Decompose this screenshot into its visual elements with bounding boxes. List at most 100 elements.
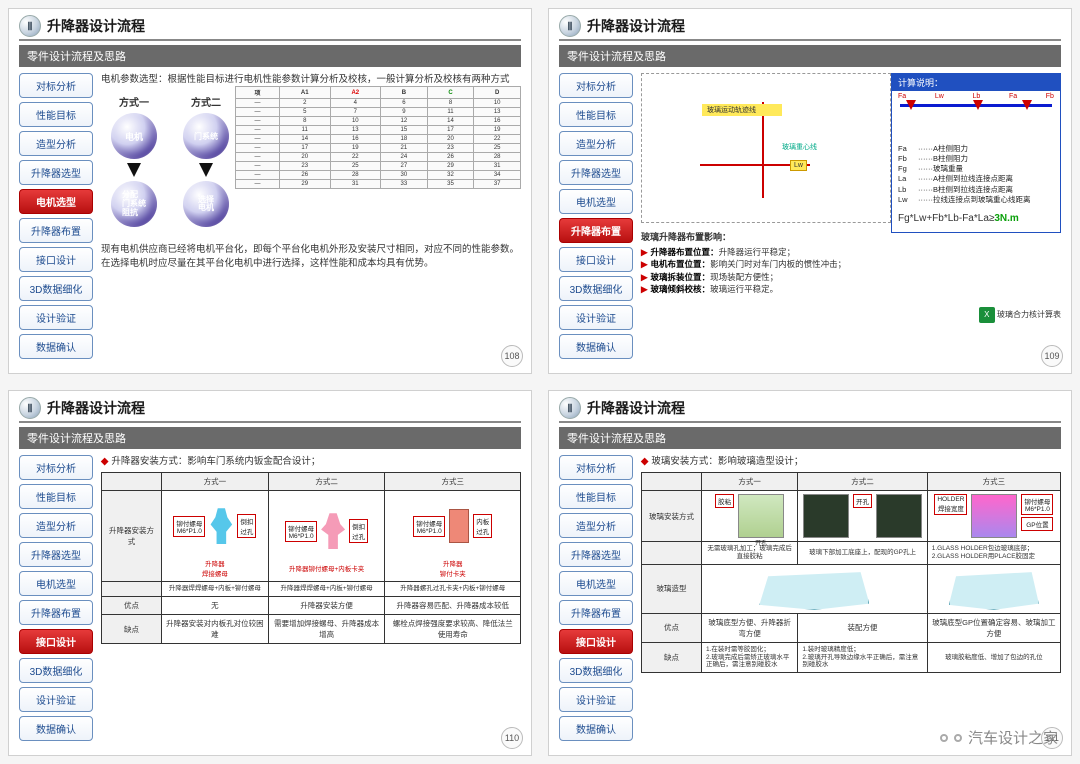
row4h: 缺点 [102,615,162,644]
layout-title: 玻璃升降器布置影响： [641,231,1061,244]
sub-c: 升降器 铆付卡夹 [389,558,516,578]
arrow-down-icon [127,163,141,177]
lead-110: 升降器安装方式：影响车门系统内钣金配合设计； [111,456,320,467]
r2b: 升降器焊焊螺母+内板+铆付螺母 [268,582,385,597]
glass-shape [949,568,1039,610]
sidebar-item[interactable]: 升降器选型 [559,542,633,567]
tag: 铆付螺母 M6*P1.0 [173,516,205,537]
ring-a1: 电机 [111,113,157,159]
excel-icon: X [979,307,995,323]
subtitle: 零件设计流程及思路 [19,45,521,67]
xls-attachment[interactable]: X 玻璃合力核计算表 [973,307,1061,323]
r1c: 1.GLASS HOLDER包边玻璃底部； 2.GLASS HOLDER用PLA… [927,542,1060,565]
sidebar-item[interactable]: 升降器布置 [19,218,93,243]
watermark-text: 汽车设计之家 [968,727,1058,748]
note-108: 现有电机供应商已经将电机平台化，即每个平台化电机外形及安装尺寸相同，对应不同的性… [101,243,521,271]
sidebar-item[interactable]: 数据确认 [559,334,633,359]
r4b: 1.装时玻璃精度低； 2.玻璃开孔导致边缘水平正确后，需注意别碰胶水 [798,642,927,672]
sidebar-item[interactable]: 性能目标 [19,102,93,127]
row1h: 玻璃安装方式 [642,491,702,542]
slide-title: 升降器设计流程 [47,398,145,418]
sidebar-item[interactable]: 接口设计 [559,629,633,654]
tag: 内板 过孔 [473,514,492,538]
slide-108: Ⅱ 升降器设计流程 零件设计流程及思路 对标分析性能目标造型分析升降器选型电机选… [8,8,532,374]
sidebar-item[interactable]: 接口设计 [559,247,633,272]
tag: 开孔 [853,494,872,508]
col2: 方式二 [798,473,927,491]
sidebar-item[interactable]: 数据确认 [19,716,93,741]
sidebar-item[interactable]: 造型分析 [19,131,93,156]
sidebar-item[interactable]: 升降器选型 [559,160,633,185]
mount-illus [876,494,922,538]
tag: 铆付螺母 M6*P1.0 [413,516,445,537]
calc-box: 计算说明： FaLwLbFaFb Fa······A柱侧阻力Fb······B柱… [891,73,1061,233]
page-number: 108 [501,345,523,367]
sidebar-item[interactable]: 接口设计 [19,247,93,272]
sidebar-item[interactable]: 电机选型 [19,189,93,214]
car-diagram: 玻璃运动轨迹线 玻璃重心线 Lw [641,73,891,223]
sidebar-item[interactable]: 设计验证 [19,687,93,712]
sidebar-item[interactable]: 设计验证 [19,305,93,330]
sidebar-item[interactable]: 性能目标 [559,484,633,509]
sidebar-item[interactable]: 设计验证 [559,305,633,330]
r3c: 玻璃底型GP位置确定容易、玻璃加工方便 [927,613,1060,642]
sidebar-item[interactable]: 电机选型 [19,571,93,596]
sidebar-item[interactable]: 3D数据细化 [559,658,633,683]
mount-illus: 开孔 [738,494,784,538]
r4c: 玻璃胶粘度低、增加了包边的孔位 [927,642,1060,672]
sidebar-item[interactable]: 造型分析 [19,513,93,538]
page-number: 110 [501,727,523,749]
section-roman: Ⅱ [559,397,581,419]
diagram-tag-2: 玻璃重心线 [782,142,817,152]
row4h: 缺点 [642,642,702,672]
sidebar-item[interactable]: 造型分析 [559,131,633,156]
layout-notes: 玻璃升降器布置影响： ▶升降器布置位置：升降器运行平稳定；▶电机布置位置：影响关… [641,231,1061,295]
sidebar-item[interactable]: 数据确认 [19,334,93,359]
tag: 倒扣 过孔 [237,514,256,538]
sidebar-item[interactable]: 升降器布置 [559,600,633,625]
r3b: 装配方便 [798,613,927,642]
slide-109: Ⅱ 升降器设计流程 零件设计流程及思路 对标分析性能目标造型分析升降器选型电机选… [548,8,1072,374]
sidebar-item[interactable]: 升降器布置 [19,600,93,625]
wechat-icon [954,734,962,742]
col2: 方式二 [268,473,385,491]
sub-a: 升降器 焊接螺母 [166,558,264,578]
sidebar-item[interactable]: 对标分析 [559,455,633,480]
sidebar-item[interactable]: 升降器选型 [19,542,93,567]
sidebar-item[interactable]: 对标分析 [559,73,633,98]
xls-label: 玻璃合力核计算表 [997,310,1061,319]
slide-header: Ⅱ 升降器设计流程 [559,15,1061,41]
sidebar-item[interactable]: 电机选型 [559,189,633,214]
formula: Fg*Lw+Fb*Lb-Fa*La≥3N.m [898,213,1054,224]
arrow-down-icon [199,163,213,177]
tag: 胶粘 [715,494,734,508]
sidebar-108: 对标分析性能目标造型分析升降器选型电机选型升降器布置接口设计 3D数据细化设计验证… [19,73,93,357]
sidebar-item[interactable]: 接口设计 [19,629,93,654]
row3h: 优点 [642,613,702,642]
diagram-tag-1: 玻璃运动轨迹线 [704,104,759,116]
r4c: 螺栓点焊接强度要求较高、降低法兰使用寿命 [385,615,521,644]
ring-b1: 门系统 [183,113,229,159]
sidebar-item[interactable]: 设计验证 [559,687,633,712]
sidebar-item[interactable]: 3D数据细化 [559,276,633,301]
torque-labels: FaLwLbFaFb [898,93,1054,100]
sidebar-item[interactable]: 性能目标 [19,484,93,509]
sidebar-item[interactable]: 性能目标 [559,102,633,127]
sidebar-item[interactable]: 对标分析 [19,455,93,480]
r1b: 玻璃下部加工底座上，配现的GP孔上 [798,542,927,565]
wechat-icon [940,734,948,742]
slide-header: Ⅱ 升降器设计流程 [19,15,521,41]
r3b: 升降器安装方便 [268,597,385,615]
sidebar-item[interactable]: 造型分析 [559,513,633,538]
r2a: 升降器焊焊螺母+内板+铆付螺母 [162,582,269,597]
sidebar-item[interactable]: 3D数据细化 [19,276,93,301]
sidebar-item[interactable]: 升降器选型 [19,160,93,185]
spec-table: 项A1A2BCD—246810—5791113—810121416—111315… [235,86,521,189]
sidebar-item[interactable]: 数据确认 [559,716,633,741]
page-number: 109 [1041,345,1063,367]
sidebar-item[interactable]: 3D数据细化 [19,658,93,683]
compare-table-111: 方式一 方式二 方式三 玻璃安装方式 胶粘 开孔 开孔 [641,472,1061,673]
sidebar-item[interactable]: 升降器布置 [559,218,633,243]
sidebar-item[interactable]: 对标分析 [19,73,93,98]
sidebar-item[interactable]: 电机选型 [559,571,633,596]
